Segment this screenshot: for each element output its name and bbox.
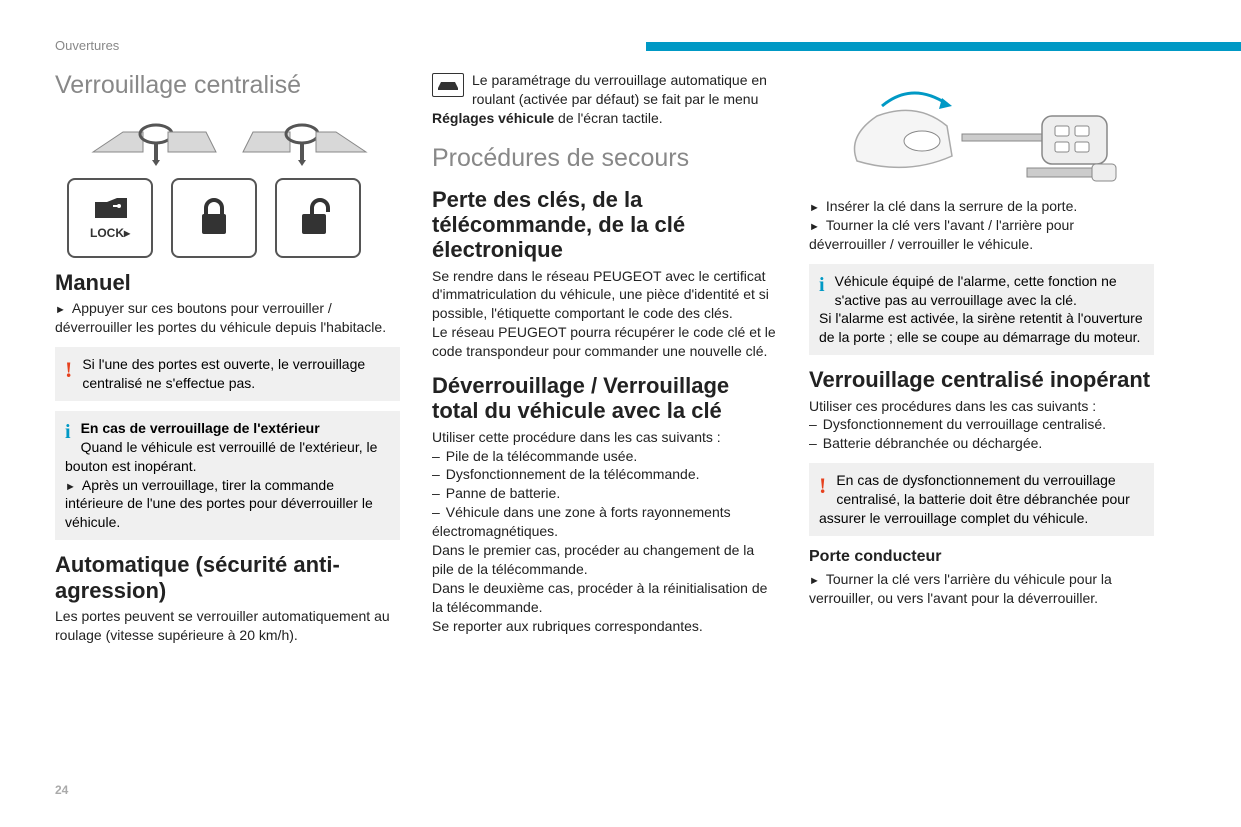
warning-text: Si l'une des portes est ouverte, le verr… [82,356,365,391]
inop-li2: Batterie débranchée ou déchargée. [809,434,1154,453]
padlock-open-button [275,178,361,258]
alarm-info-1: Véhicule équipé de l'alarme, cette fonct… [835,273,1117,308]
perte-p1: Se rendre dans le réseau PEUGEOT avec le… [432,267,777,324]
h2-perte: Perte des clés, de la télécommande, de l… [432,187,777,263]
car-settings-icon [432,73,464,97]
info-line2: Après un verrouillage, tirer la commande… [65,477,373,531]
h2-manuel: Manuel [55,270,400,295]
warning-box-battery: ! En cas de dysfonctionnement du verroui… [809,463,1154,536]
turn-key-instruction: Tourner la clé vers l'avant / l'arrière … [809,216,1154,254]
car-door-icon [89,196,131,224]
settings-text-2: de l'écran tactile. [554,110,663,126]
padlock-closed-icon [196,198,232,238]
lock-car-button: LOCK▸ [67,178,153,258]
seat-diagram-row [55,114,400,168]
warning-icon: ! [819,471,826,501]
deverr-li2: Dysfonctionnement de la télécommande. [432,465,777,484]
settings-bold: Réglages véhicule [432,110,554,126]
porte-instruction: Tourner la clé vers l'arrière du véhicul… [809,570,1154,608]
perte-p2: Le réseau PEUGEOT pourra récupérer le co… [432,323,777,361]
info-icon: i [819,272,825,299]
h2-automatique: Automatique (sécurité anti-agression) [55,552,400,603]
h3-porte-conducteur: Porte conducteur [809,548,1154,566]
auto-paragraph: Les portes peuvent se verrouiller automa… [55,607,400,645]
insert-key-instruction: Insérer la clé dans la serrure de la por… [809,197,1154,216]
padlock-closed-button [171,178,257,258]
h1-verrouillage: Verrouillage centralisé [55,71,400,100]
warning-icon: ! [65,355,72,385]
info-box-1: i En cas de verrouillage de l'extérieur … [55,411,400,540]
h2-deverrouillage: Déverrouillage / Verrouillage total du v… [432,373,777,424]
deverr-li4: Véhicule dans une zone à forts rayonneme… [432,503,777,541]
seat-diagram-left [88,114,218,168]
deverr-li3: Panne de batterie. [432,484,777,503]
key-insert-diagram [809,71,1154,191]
seat-diagram-right [238,114,368,168]
settings-text-1: Le paramétrage du verrouillage automatiq… [472,72,767,107]
alarm-info-2: Si l'alarme est activée, la sirène reten… [819,310,1143,345]
inop-intro: Utiliser ces procédures dans les cas sui… [809,397,1154,416]
manuel-instruction: Appuyer sur ces boutons pour verrouiller… [55,299,400,337]
warning-box-1: ! Si l'une des portes est ouverte, le ve… [55,347,400,401]
settings-paragraph: Le paramétrage du verrouillage automatiq… [432,71,777,128]
deverr-p1: Dans le premier cas, procéder au changem… [432,541,777,579]
deverr-p2: Dans le deuxième cas, procéder à la réin… [432,579,777,617]
column-3: Insérer la clé dans la serrure de la por… [809,71,1154,645]
lock-button-label: LOCK▸ [90,226,130,240]
deverr-li1: Pile de la télécommande usée. [432,447,777,466]
deverr-p3: Se reporter aux rubriques correspondante… [432,617,777,636]
info-bold: En cas de verrouillage de l'extérieur [81,420,320,436]
column-1: Verrouillage centralisé [55,71,400,645]
info-icon: i [65,419,71,446]
h2-inoperant: Verrouillage centralisé inopérant [809,367,1154,392]
battery-warning: En cas de dysfonctionnement du verrouill… [819,472,1130,526]
lock-button-row: LOCK▸ [55,178,400,258]
header-accent-bar [646,42,1241,51]
padlock-open-icon [298,198,338,238]
info-box-alarm: i Véhicule équipé de l'alarme, cette fon… [809,264,1154,356]
page-number: 24 [55,783,68,797]
info-line1: Quand le véhicule est verrouillé de l'ex… [65,439,377,474]
content-columns: Verrouillage centralisé [55,71,1186,645]
inop-li1: Dysfonctionnement du verrouillage centra… [809,415,1154,434]
column-2: Le paramétrage du verrouillage automatiq… [432,71,777,645]
deverr-intro: Utiliser cette procédure dans les cas su… [432,428,777,447]
h1-procedures: Procédures de secours [432,144,777,173]
